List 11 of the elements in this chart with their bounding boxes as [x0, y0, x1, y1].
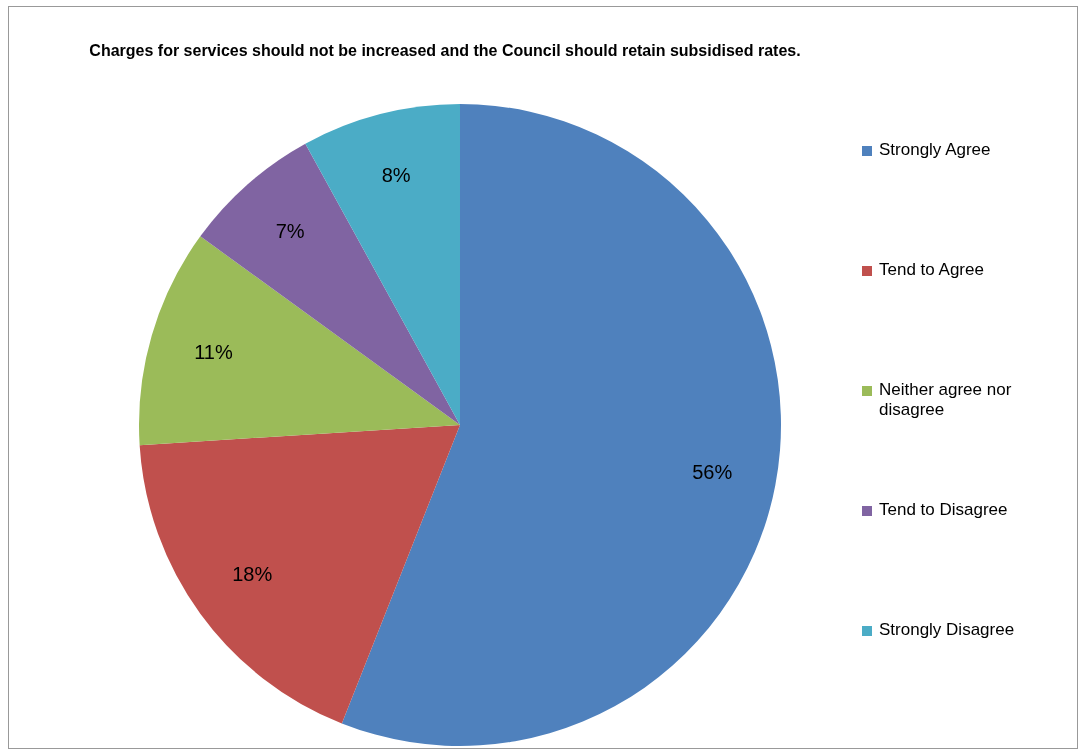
data-label: 56%	[692, 460, 733, 483]
chart-title: Charges for services should not be increased and the Council should retain subsidised rates.	[88, 41, 802, 61]
data-label: 18%	[232, 563, 273, 586]
legend-label: Strongly Disagree	[879, 620, 1015, 640]
data-label: 8%	[381, 163, 411, 186]
legend-label: Neither agree nor disagree	[879, 380, 1013, 420]
legend-label: Tend to Disagree	[879, 500, 1008, 520]
legend-label: Strongly Agree	[879, 140, 991, 160]
data-label: 11%	[194, 340, 233, 363]
legend-label: Tend to Agree	[879, 260, 984, 280]
data-label: 7%	[275, 219, 305, 242]
